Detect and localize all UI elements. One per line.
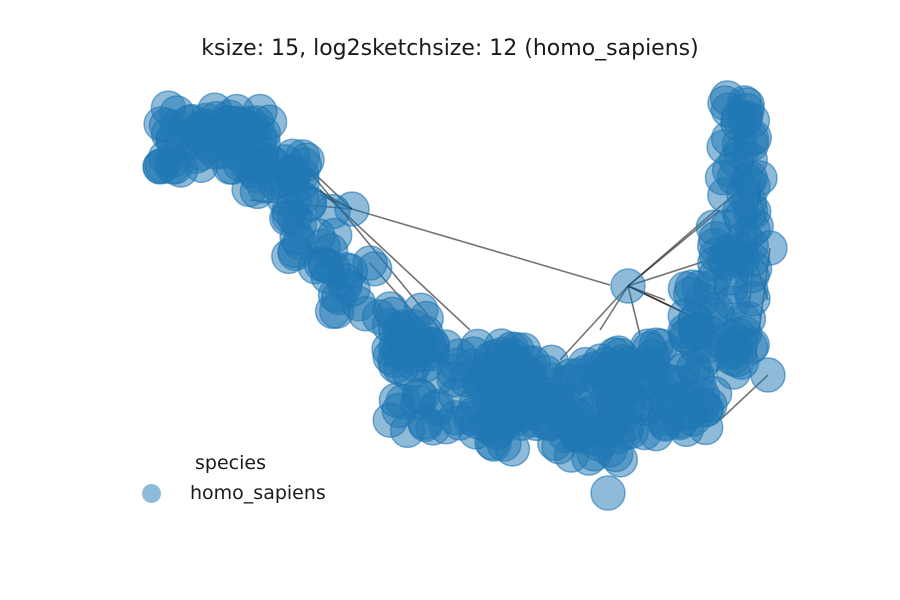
graph-node — [655, 386, 692, 422]
plot-title: ksize: 15, log2sketchsize: 12 (homo_sapi… — [201, 36, 699, 61]
graph-node — [610, 268, 646, 304]
graph-node — [750, 357, 786, 393]
graph-node — [596, 336, 633, 373]
graph-node — [494, 431, 531, 467]
graph-node — [318, 293, 355, 329]
graph-node — [710, 233, 747, 270]
graph-node — [752, 230, 788, 266]
graph-node — [334, 191, 370, 227]
graph-node — [494, 376, 531, 413]
graph-nodes — [142, 80, 788, 511]
graph-edge — [351, 208, 611, 286]
graph-node — [154, 149, 190, 185]
legend: species homo_sapiens — [138, 452, 326, 504]
graph-node — [352, 245, 388, 281]
graph-node — [401, 377, 437, 414]
graph-node — [558, 414, 595, 450]
graph-node — [669, 319, 705, 355]
graph-node — [742, 160, 778, 196]
graph-node — [707, 85, 743, 121]
legend-entry-label: homo_sapiens — [190, 482, 326, 504]
graph-node — [590, 475, 626, 511]
graph-node — [399, 329, 436, 365]
graph-node — [289, 142, 325, 178]
graph-node — [707, 177, 743, 213]
graph-node — [713, 269, 750, 305]
graph-node — [239, 105, 275, 141]
legend-entry: homo_sapiens — [138, 482, 326, 504]
graph-node — [372, 402, 408, 438]
graph-node — [497, 346, 534, 382]
graph-node — [590, 411, 627, 448]
graph-node — [197, 92, 233, 128]
graph-node — [374, 296, 411, 333]
legend-marker-icon — [142, 483, 161, 503]
graph-node — [279, 219, 315, 256]
graph-node — [436, 361, 473, 398]
legend-title: species — [195, 452, 266, 474]
graph-node — [630, 344, 666, 381]
graph-node — [715, 354, 752, 390]
